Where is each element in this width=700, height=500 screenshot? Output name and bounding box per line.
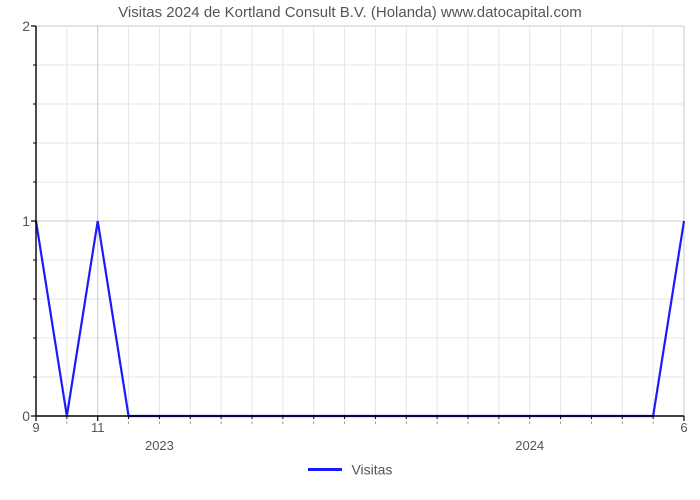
x-group-label: 2024 bbox=[515, 438, 544, 453]
x-minor-tick: ' bbox=[128, 416, 130, 432]
x-minor-tick: ' bbox=[66, 416, 68, 432]
x-minor-tick: ' bbox=[498, 416, 500, 432]
x-minor-tick: ' bbox=[344, 416, 346, 432]
x-minor-tick: ' bbox=[158, 416, 160, 432]
x-tick-label: 11 bbox=[91, 416, 105, 435]
x-minor-tick: ' bbox=[313, 416, 315, 432]
chart-container: Visitas 2024 de Kortland Consult B.V. (H… bbox=[0, 0, 700, 500]
x-minor-tick: ' bbox=[189, 416, 191, 432]
x-minor-tick: ' bbox=[529, 416, 531, 432]
x-minor-tick: ' bbox=[282, 416, 284, 432]
x-minor-tick: ' bbox=[405, 416, 407, 432]
x-tick-label: 9 bbox=[32, 416, 39, 435]
x-group-label: 2023 bbox=[145, 438, 174, 453]
x-minor-tick: ' bbox=[590, 416, 592, 432]
series-line bbox=[36, 221, 684, 416]
y-tick-label: 2 bbox=[22, 18, 36, 34]
x-minor-tick: ' bbox=[621, 416, 623, 432]
x-minor-tick: ' bbox=[467, 416, 469, 432]
x-minor-tick: ' bbox=[220, 416, 222, 432]
x-minor-tick: ' bbox=[251, 416, 253, 432]
x-minor-tick: ' bbox=[374, 416, 376, 432]
x-minor-tick: ' bbox=[436, 416, 438, 432]
x-minor-tick: ' bbox=[652, 416, 654, 432]
legend-swatch bbox=[308, 468, 342, 471]
x-minor-tick: ' bbox=[560, 416, 562, 432]
x-tick-label: 6 bbox=[680, 416, 687, 435]
plot-area: 0129116'''''''''''''''''''20232024 bbox=[36, 26, 684, 416]
legend: Visitas bbox=[0, 460, 700, 477]
y-tick-label: 1 bbox=[22, 213, 36, 229]
chart-title: Visitas 2024 de Kortland Consult B.V. (H… bbox=[0, 4, 700, 21]
chart-svg bbox=[36, 26, 684, 416]
legend-label: Visitas bbox=[351, 461, 392, 477]
